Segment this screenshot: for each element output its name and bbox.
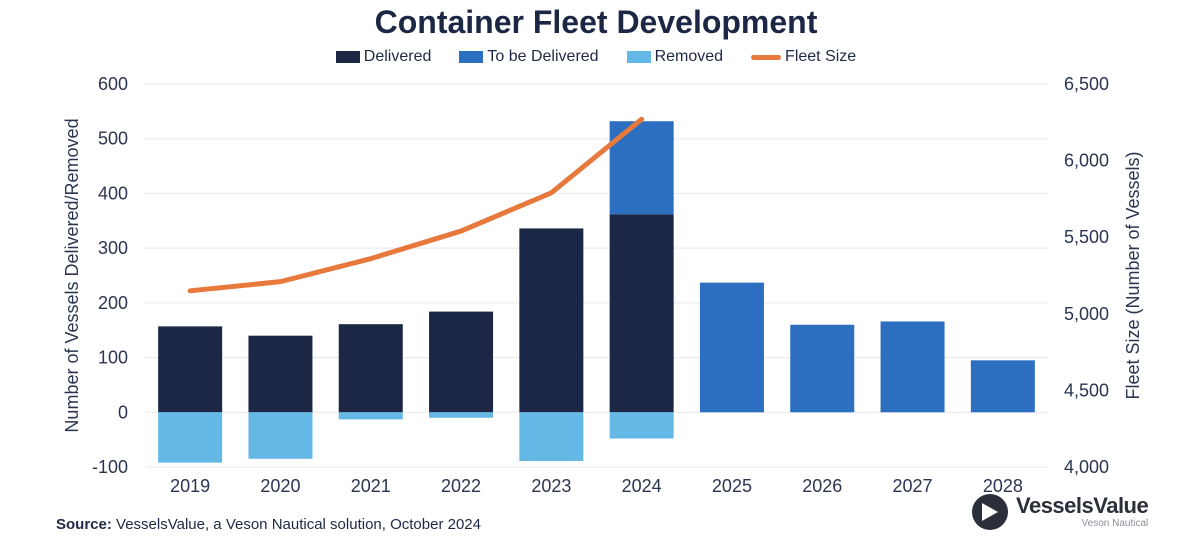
bar-removed-2022: [429, 412, 494, 418]
x-tick-label: 2025: [712, 476, 752, 496]
x-tick-label: 2028: [983, 476, 1023, 496]
y2-axis-title: Fleet Size (Number of Vessels): [1123, 151, 1143, 399]
y2-tick-label: 6,500: [1064, 74, 1109, 94]
y-tick-label: 100: [98, 348, 128, 368]
y2-tick-label: 4,500: [1064, 380, 1109, 400]
bar-delivered-2023: [519, 228, 584, 413]
legend-swatch-delivered: [335, 51, 360, 63]
y-axis-title: Number of Vessels Delivered/Removed: [62, 118, 82, 432]
y-tick-label: 200: [98, 293, 128, 313]
bar-removed-2021: [338, 412, 403, 420]
y2-tick-label: 4,000: [1064, 457, 1109, 477]
y2-tick-label: 6,000: [1064, 151, 1109, 171]
bar-to-be-delivered-2026: [790, 324, 855, 413]
legend-swatch-removed: [626, 51, 651, 63]
legend-item-fleet-size: Fleet Size: [751, 48, 856, 66]
bar-to-be-delivered-2027: [880, 321, 945, 413]
x-tick-label: 2023: [531, 476, 571, 496]
x-tick-label: 2019: [170, 476, 210, 496]
source-label: Source:: [56, 516, 112, 533]
y-tick-label: 500: [98, 129, 128, 149]
legend-label-delivered: Delivered: [363, 48, 432, 65]
logo-subtitle: Veson Nautical: [1081, 518, 1149, 529]
bar-removed-2019: [158, 412, 223, 463]
y-tick-label: 300: [98, 238, 128, 258]
x-tick-label: 2022: [441, 476, 481, 496]
source-text: VesselsValue, a Veson Nautical solution,…: [111, 516, 481, 533]
legend-label-to-be-delivered: To be Delivered: [487, 48, 599, 65]
source-footer: Source: VesselsValue, a Veson Nautical s…: [56, 516, 481, 533]
logo-play-icon: [972, 494, 1008, 530]
y-tick-label: -100: [92, 457, 128, 477]
y-tick-label: 400: [98, 183, 128, 203]
bar-to-be-delivered-2028: [970, 360, 1035, 413]
x-tick-label: 2026: [802, 476, 842, 496]
bar-delivered-2024: [609, 214, 674, 413]
bar-delivered-2022: [429, 311, 494, 413]
vesselsvalue-logo: VesselsValue Veson Nautical: [972, 493, 1149, 530]
legend-label-fleet-size: Fleet Size: [785, 48, 857, 65]
y2-tick-label: 5,500: [1064, 227, 1109, 247]
bar-removed-2024: [609, 412, 674, 439]
y2-tick-label: 5,000: [1064, 304, 1109, 324]
y-tick-label: 600: [98, 74, 128, 94]
legend-item-removed: Removed: [626, 48, 724, 66]
legend-swatch-fleet-size: [751, 54, 782, 60]
x-tick-label: 2027: [893, 476, 933, 496]
legend-item-delivered: Delivered: [335, 48, 432, 66]
bar-removed-2023: [519, 412, 584, 461]
bar-to-be-delivered-2025: [699, 282, 764, 413]
logo-name: VesselsValue: [1016, 493, 1149, 518]
chart-title: Container Fleet Development: [374, 4, 818, 40]
legend-label-removed: Removed: [654, 48, 724, 65]
bar-delivered-2020: [248, 335, 313, 413]
x-tick-label: 2024: [622, 476, 662, 496]
legend: Delivered To be Delivered Removed Fleet …: [0, 48, 1192, 66]
legend-swatch-to-be-delivered: [459, 51, 484, 63]
legend-item-to-be-delivered: To be Delivered: [459, 48, 599, 66]
bar-removed-2020: [248, 412, 313, 459]
x-tick-label: 2020: [260, 476, 300, 496]
fleet-size-line: [187, 116, 645, 294]
x-tick-label: 2021: [351, 476, 391, 496]
bar-delivered-2021: [338, 324, 403, 413]
bar-delivered-2019: [158, 326, 223, 413]
y-tick-label: 0: [118, 402, 128, 422]
